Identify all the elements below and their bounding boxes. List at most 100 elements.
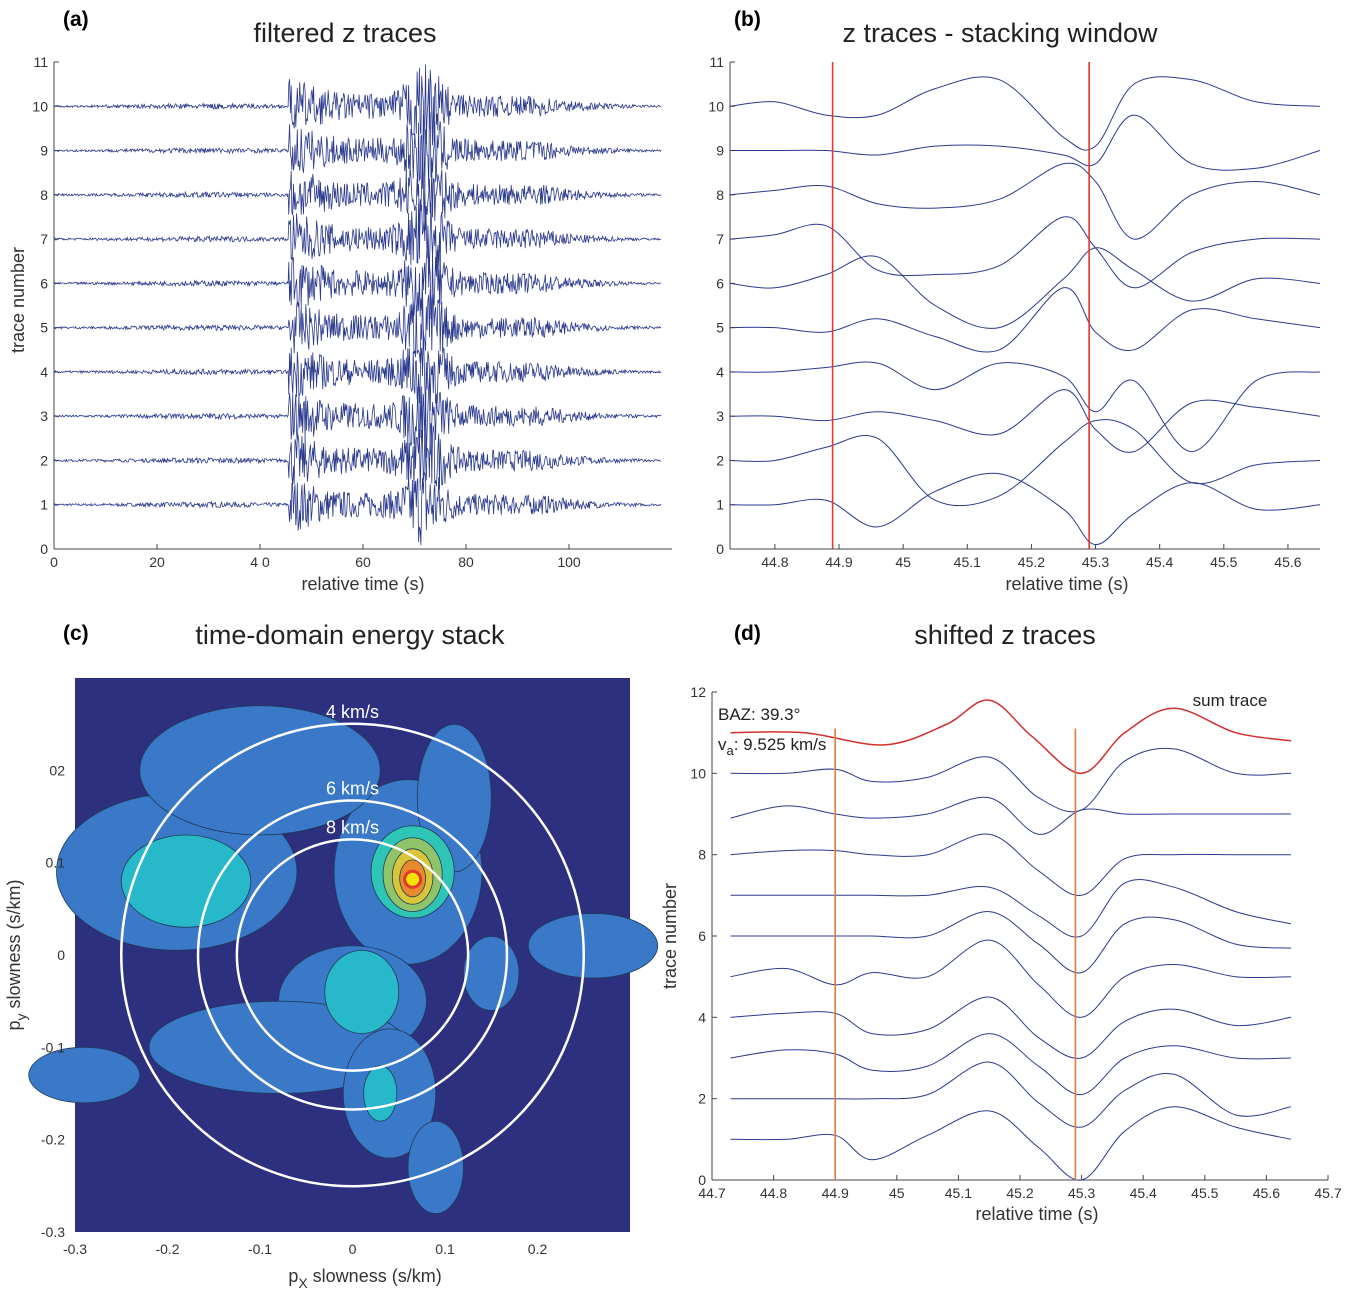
- y-tick-label: 2: [40, 452, 48, 468]
- y-tick-label: 11: [33, 54, 48, 70]
- seismic-trace-a: [54, 376, 662, 458]
- trace-line-d: [730, 747, 1292, 813]
- y-tick-label: 10: [690, 765, 706, 781]
- y-tick-label: 6: [716, 275, 724, 291]
- energy-contour: [120, 834, 252, 928]
- energy-contour: [139, 705, 381, 836]
- panel-b-title: z traces - stacking window: [842, 18, 1158, 48]
- trace-line-b: [729, 216, 1321, 289]
- y-tick-label: 1: [716, 497, 724, 513]
- trace-line-b: [729, 472, 1321, 546]
- trace-line-d: [730, 911, 1292, 974]
- x-tick-label: 45.4: [1130, 1185, 1157, 1201]
- x-tick-label: 45.7: [1314, 1185, 1341, 1201]
- y-tick-label: 8: [698, 847, 706, 863]
- x-tick-label: -0.1: [248, 1241, 272, 1257]
- velocity-annotation-rest: : 9.525 km/s: [734, 735, 827, 754]
- seismic-trace-a: [53, 289, 662, 364]
- panel-d-letter: (d): [734, 622, 761, 645]
- x-tick-label: 45: [895, 554, 911, 570]
- x-tick-label: 80: [458, 554, 474, 570]
- y-tick-label: 6: [698, 928, 706, 944]
- y-axis-label-sub: y: [13, 1014, 29, 1021]
- x-tick-label: 45.4: [1146, 554, 1173, 570]
- trace-line-d: [730, 833, 1291, 896]
- x-tick-label: 44.9: [822, 1185, 849, 1201]
- y-tick-label: 3: [716, 408, 724, 424]
- y-tick-label: 4: [40, 364, 48, 380]
- seismic-trace-a: [53, 472, 662, 546]
- y-tick-label: 9: [40, 143, 48, 159]
- seismic-trace-a: [53, 240, 662, 320]
- seismic-trace-a: [53, 202, 662, 274]
- y-axis-label-d: trace number: [660, 883, 680, 989]
- energy-contour: [527, 913, 659, 979]
- x-tick-label: 45.3: [1082, 554, 1109, 570]
- trace-line-d: [730, 1106, 1292, 1181]
- x-tick-label: 45.6: [1274, 554, 1301, 570]
- x-tick-label: 44.9: [825, 554, 852, 570]
- y-tick-label: 9: [716, 143, 724, 159]
- seismic-trace-a: [53, 110, 662, 189]
- panel-b-letter: (b): [734, 8, 761, 31]
- x-tick-label: 45.2: [1006, 1185, 1033, 1201]
- x-tick-label: 4 0: [250, 554, 270, 570]
- y-tick-label: 0: [698, 1172, 706, 1188]
- velocity-ring-label: 4 km/s: [326, 702, 379, 722]
- x-tick-label: 45.1: [945, 1185, 972, 1201]
- x-tick-label: 0.1: [435, 1241, 455, 1257]
- velocity-annotation: va: 9.525 km/s: [718, 735, 826, 758]
- y-tick-label: 8: [40, 187, 48, 203]
- y-axis-label-rest: slowness (s/km): [4, 879, 24, 1013]
- x-tick-label: 45: [889, 1185, 905, 1201]
- y-tick-label: 10: [32, 98, 48, 114]
- y-tick-label: 7: [40, 231, 48, 247]
- energy-contour: [363, 1065, 398, 1122]
- y-tick-label: -0.2: [41, 1132, 65, 1148]
- y-tick-label: -0.3: [41, 1224, 65, 1240]
- seismic-trace-a: [53, 153, 662, 236]
- x-tick-label: 44.7: [698, 1185, 725, 1201]
- x-tick-label: 0: [349, 1241, 357, 1257]
- y-tick-label: 2: [698, 1091, 706, 1107]
- x-tick-label: 45.2: [1018, 554, 1045, 570]
- x-axis-label-rest: slowness (s/km): [308, 1266, 442, 1286]
- x-tick-label: 60: [355, 554, 371, 570]
- trace-line-b: [729, 162, 1321, 240]
- x-tick-label: 20: [149, 554, 165, 570]
- y-tick-label: 0: [40, 541, 48, 557]
- trace-line-d: [730, 1033, 1292, 1096]
- seismic-trace-a: [53, 329, 662, 412]
- y-tick-label: 5: [40, 320, 48, 336]
- x-axis-label-b: relative time (s): [1005, 574, 1128, 594]
- trace-line-b: [729, 287, 1321, 353]
- y-tick-label: 1: [40, 497, 48, 513]
- y-tick-label: 6: [40, 275, 48, 291]
- y-tick-label: 10: [708, 98, 724, 114]
- velocity-annotation-sub: a: [727, 743, 735, 758]
- x-tick-label: 44.8: [760, 1185, 787, 1201]
- y-tick-label: 11: [709, 54, 724, 70]
- panel-c-title: time-domain energy stack: [195, 620, 505, 650]
- y-tick-label: 12: [690, 684, 706, 700]
- x-tick-label: 45.5: [1210, 554, 1237, 570]
- energy-contour: [28, 1046, 141, 1104]
- y-tick-label: 0.1: [46, 855, 66, 871]
- y-tick-label: 7: [716, 231, 724, 247]
- x-tick-label: -0.2: [155, 1241, 179, 1257]
- trace-line-d: [730, 939, 1292, 1018]
- panel-d-title: shifted z traces: [914, 620, 1096, 650]
- y-tick-label: 02: [49, 762, 65, 778]
- y-tick-label: 2: [716, 452, 724, 468]
- x-tick-label: 44.8: [761, 554, 788, 570]
- trace-line-d: [730, 796, 1291, 835]
- y-axis-label-c: py slowness (s/km): [4, 879, 29, 1030]
- trace-line-d: [730, 1061, 1292, 1128]
- seismic-trace-a: [53, 423, 662, 491]
- sum-trace-label: sum trace: [1193, 691, 1268, 710]
- x-tick-label: 45.5: [1191, 1185, 1218, 1201]
- energy-contour: [407, 1120, 464, 1214]
- y-tick-label: 0: [57, 947, 65, 963]
- y-tick-label: 0: [716, 541, 724, 557]
